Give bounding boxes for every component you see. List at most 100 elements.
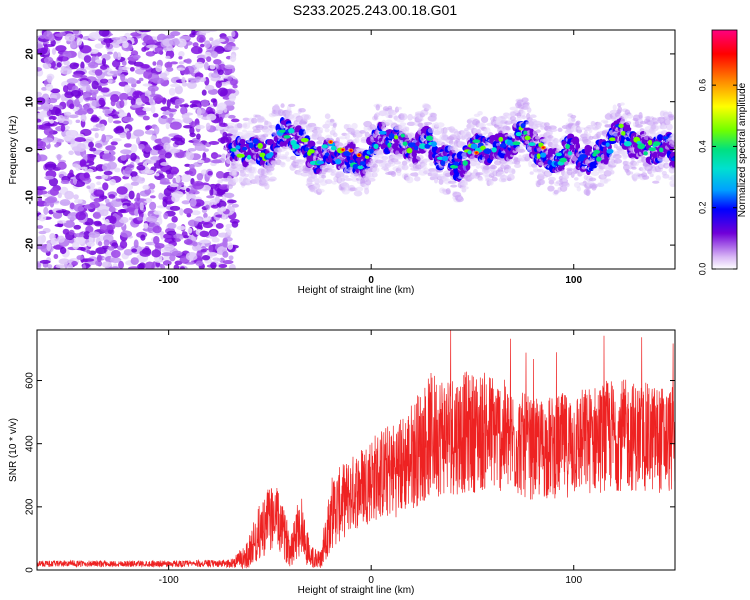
noise-blob	[211, 237, 220, 243]
signal-peak	[316, 160, 325, 165]
noise-blob	[123, 84, 131, 93]
noise-blob	[94, 69, 103, 76]
colorbar: 0.0 0.2 0.4 0.6 Normalized spectral amplitu…	[697, 29, 748, 275]
signal-peak	[567, 151, 573, 156]
noise-blob	[113, 51, 119, 60]
signal-peak	[440, 159, 446, 166]
signal-halo	[543, 122, 550, 127]
noise-blob	[102, 182, 109, 191]
signal-halo	[507, 173, 515, 181]
signal-peak	[450, 164, 458, 169]
signal-halo	[631, 166, 637, 170]
noise-blob	[220, 206, 227, 212]
noise-blob	[165, 122, 170, 130]
noise-blob	[152, 95, 164, 102]
signal-halo	[520, 110, 526, 117]
snr-ytick-label: 200	[25, 498, 36, 515]
snr-frame	[36, 329, 676, 571]
noise-blob	[211, 40, 221, 46]
signal-halo	[280, 103, 285, 108]
signal-halo	[356, 191, 362, 196]
noise-blob	[75, 211, 87, 221]
noise-blob	[231, 203, 239, 208]
signal-halo	[423, 121, 433, 125]
noise-blob	[154, 173, 160, 177]
noise-blob	[49, 187, 59, 197]
signal-halo	[612, 154, 622, 160]
noise-blob	[195, 260, 204, 267]
noise-blob	[56, 154, 62, 161]
noise-blob	[144, 144, 151, 153]
noise-blob	[204, 84, 215, 91]
noise-blob	[105, 145, 116, 151]
noise-blob	[37, 154, 48, 162]
noise-blob	[174, 238, 181, 242]
noise-blob	[78, 96, 84, 103]
noise-blob	[106, 161, 118, 170]
noise-blob	[93, 197, 103, 203]
noise-blob	[215, 170, 225, 179]
noise-blob	[136, 165, 146, 171]
signal-halo	[296, 159, 305, 165]
noise-blob	[68, 114, 79, 119]
spectrogram-ytick-label: -10	[25, 190, 36, 205]
noise-blob	[217, 87, 228, 97]
noise-blob	[55, 264, 66, 269]
noise-blob	[222, 239, 228, 248]
noise-blob	[43, 202, 50, 207]
noise-blob	[189, 100, 202, 104]
spectrogram-xtick-label: -100	[159, 275, 179, 286]
noise-blob	[124, 166, 133, 175]
noise-blob	[206, 195, 215, 199]
noise-blob	[203, 62, 209, 71]
signal-halo	[383, 167, 390, 172]
noise-blob	[214, 46, 225, 54]
signal-peak	[559, 157, 567, 163]
noise-blob	[200, 99, 209, 108]
noise-blob	[199, 43, 205, 48]
signal-halo	[312, 183, 321, 189]
signal-core	[587, 145, 593, 151]
signal-peak	[618, 123, 624, 129]
noise-blob	[164, 152, 172, 159]
colorbar-tick-label: 0.2	[697, 201, 707, 214]
noise-blob	[188, 167, 197, 177]
noise-blob	[54, 223, 64, 227]
noise-blob	[42, 62, 52, 70]
noise-blob	[163, 187, 172, 197]
noise-blob	[196, 34, 206, 43]
noise-blob	[213, 59, 222, 65]
noise-blob	[205, 204, 210, 209]
noise-blob	[137, 111, 147, 116]
noise-blob	[102, 108, 113, 115]
signal-peak	[670, 157, 675, 162]
signal-peak	[491, 147, 497, 153]
signal-halo	[415, 154, 424, 160]
noise-blob	[98, 205, 110, 211]
noise-blob	[162, 255, 170, 262]
signal-halo	[423, 167, 429, 171]
noise-blob	[166, 230, 177, 236]
noise-blob	[54, 143, 60, 148]
noise-blob	[111, 138, 122, 142]
noise-blob	[62, 85, 69, 93]
noise-blob	[176, 67, 185, 71]
noise-blob	[200, 249, 207, 253]
noise-blob	[62, 56, 68, 62]
noise-blob	[201, 255, 211, 261]
noise-blob	[67, 212, 79, 221]
noise-blob	[106, 224, 116, 230]
noise-blob	[153, 210, 162, 215]
signal-halo	[344, 177, 353, 181]
noise-blob	[225, 223, 232, 229]
signal-peak	[335, 158, 342, 165]
noise-blob	[94, 143, 103, 148]
noise-blob	[153, 235, 160, 245]
noise-blob	[215, 80, 222, 89]
signal-halo	[536, 168, 544, 173]
noise-blob	[50, 88, 61, 94]
signal-halo	[495, 142, 501, 147]
noise-blob	[187, 147, 197, 152]
signal-peak	[662, 136, 669, 140]
noise-blob	[163, 212, 169, 220]
